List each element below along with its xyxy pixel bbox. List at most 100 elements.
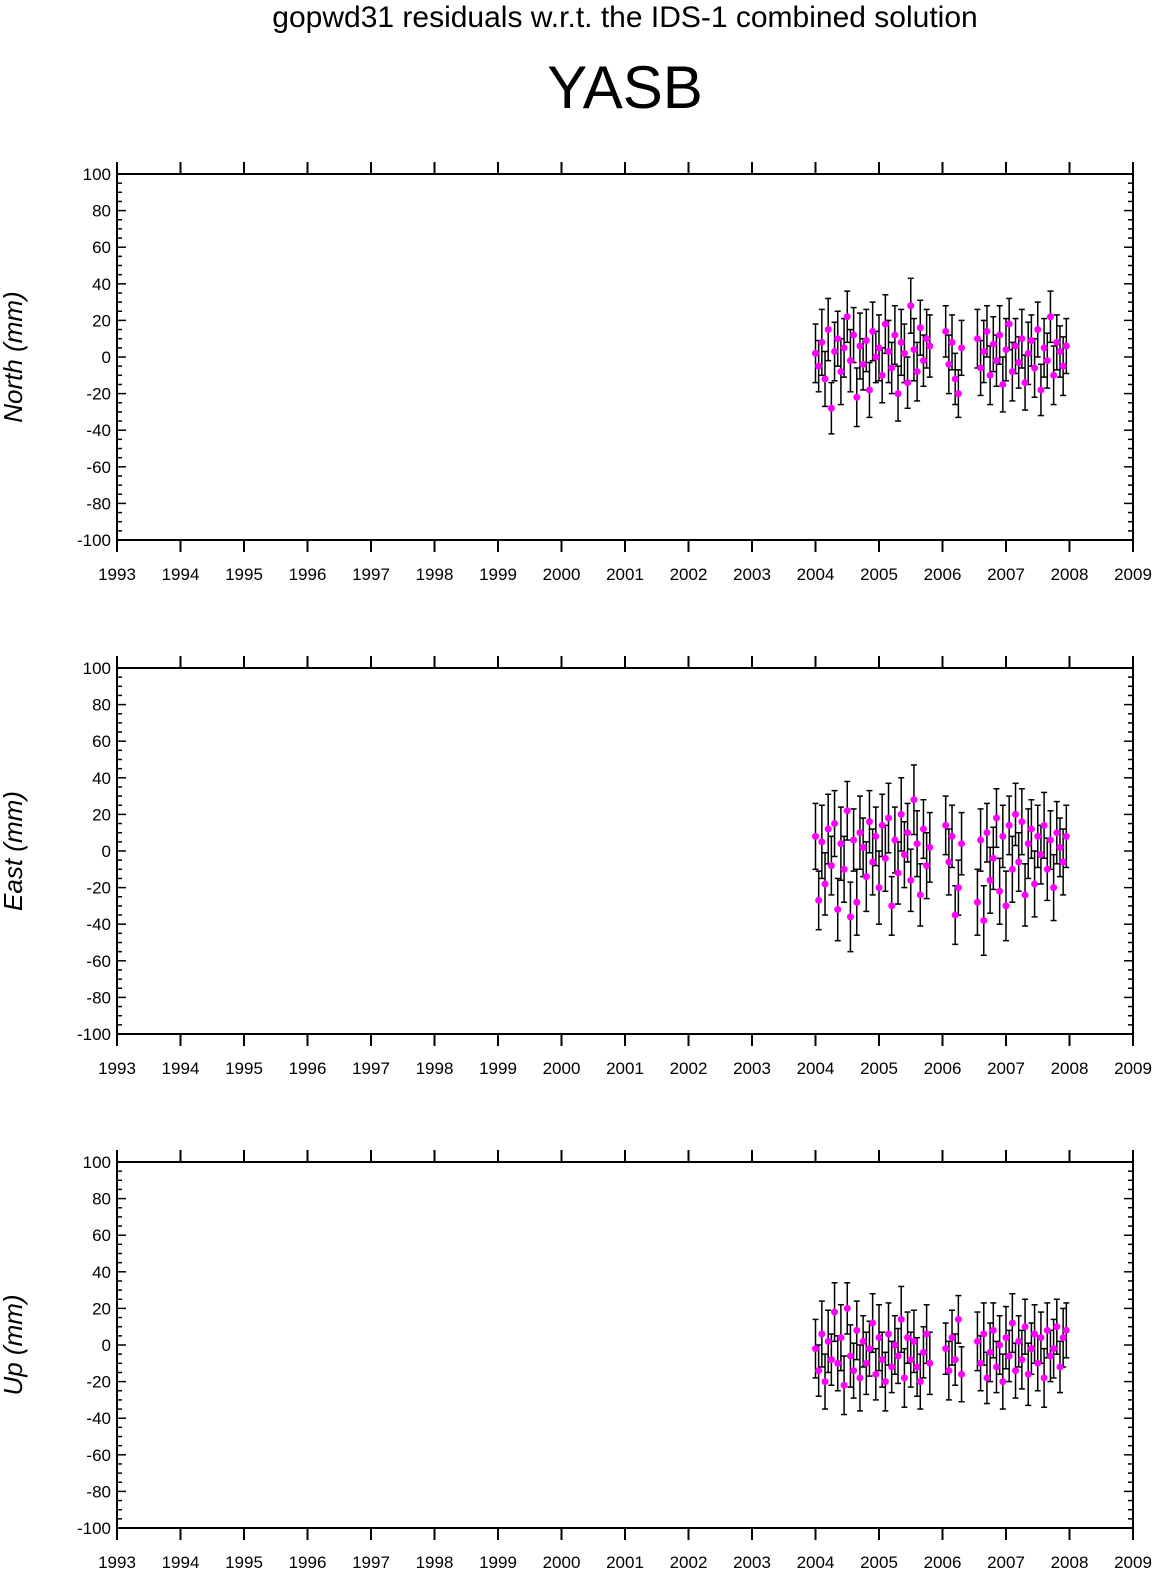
up-data-point xyxy=(992,1363,1000,1371)
north-ytick-label: 60 xyxy=(92,238,111,257)
east-ytick-label: -60 xyxy=(86,952,111,971)
north-xtick-label: 2003 xyxy=(733,565,771,584)
up-data-point xyxy=(904,1334,912,1342)
north-data-point xyxy=(837,368,845,376)
up-xtick-label: 2008 xyxy=(1051,1553,1089,1572)
east-data-point xyxy=(891,836,899,844)
up-data-point xyxy=(1021,1323,1029,1331)
east-data-point xyxy=(1021,891,1029,899)
up-data-point xyxy=(888,1363,896,1371)
north-data-point xyxy=(904,379,912,387)
north-ytick-label: 40 xyxy=(92,275,111,294)
up-ytick-label: 0 xyxy=(102,1336,111,1355)
north-data-point xyxy=(862,337,870,345)
north-data-point xyxy=(926,342,934,350)
up-xtick-label: 1994 xyxy=(162,1553,200,1572)
up-data-point xyxy=(1015,1337,1023,1345)
east-data-point xyxy=(919,825,927,833)
up-data-point xyxy=(945,1367,953,1375)
north-xtick-label: 1995 xyxy=(225,565,263,584)
up-ytick-label: -60 xyxy=(86,1446,111,1465)
up-data-point xyxy=(846,1352,854,1360)
up-data-point xyxy=(1043,1326,1051,1334)
east-data-point xyxy=(859,843,867,851)
east-data-point xyxy=(951,911,959,919)
north-data-point xyxy=(951,375,959,383)
north-data-point xyxy=(827,404,835,412)
north-data-point xyxy=(1018,335,1026,343)
north-data-point xyxy=(888,364,896,372)
east-data-point xyxy=(846,913,854,921)
up-data-point xyxy=(999,1378,1007,1386)
north-data-point xyxy=(1037,386,1045,394)
north-xtick-label: 2001 xyxy=(606,565,644,584)
east-xtick-label: 2002 xyxy=(670,1059,708,1078)
up-data-point xyxy=(1059,1334,1067,1342)
north-data-point xyxy=(897,338,905,346)
east-data-point xyxy=(1059,858,1067,866)
east-ytick-label: 20 xyxy=(92,805,111,824)
figure-subtitle: gopwd31 residuals w.r.t. the IDS-1 combi… xyxy=(272,1,977,34)
up-panel: 100 80 60 40 20 0 -20 -40 -60 -80 -100 1993 1994 1995… xyxy=(0,1150,1152,1572)
up-ylabel: Up (mm) xyxy=(0,1294,28,1395)
east-data-point xyxy=(958,840,966,848)
up-data-point xyxy=(834,1359,842,1367)
up-xtick-label: 1997 xyxy=(352,1553,390,1572)
east-xtick-label: 2008 xyxy=(1051,1059,1089,1078)
north-data-point xyxy=(1059,362,1067,370)
up-xtick-label: 2000 xyxy=(543,1553,581,1572)
east-data-point xyxy=(1062,832,1070,840)
east-data-point xyxy=(948,832,956,840)
north-ytick-label: 80 xyxy=(92,202,111,221)
east-data-point xyxy=(881,854,889,862)
east-data-point xyxy=(1043,865,1051,873)
east-data-point xyxy=(878,821,886,829)
up-ytick-label: -100 xyxy=(77,1519,111,1538)
up-data-point xyxy=(973,1337,981,1345)
up-data-point xyxy=(923,1330,931,1338)
up-data-point xyxy=(831,1308,839,1316)
up-data-point xyxy=(983,1374,991,1382)
north-data-point xyxy=(872,353,880,361)
north-data-point xyxy=(831,348,839,356)
north-data-point xyxy=(894,390,902,398)
east-data-point xyxy=(827,862,835,870)
up-data-point xyxy=(989,1326,997,1334)
east-xtick-label: 1993 xyxy=(98,1059,136,1078)
north-data-point xyxy=(900,349,908,357)
up-ytick-label: 20 xyxy=(92,1299,111,1318)
east-data-point xyxy=(1034,832,1042,840)
up-xtick-label: 1995 xyxy=(225,1553,263,1572)
up-data-point xyxy=(916,1378,924,1386)
north-xtick-label: 1997 xyxy=(352,565,390,584)
east-ylabel: East (mm) xyxy=(0,791,28,911)
north-data-point xyxy=(834,335,842,343)
east-data-point xyxy=(904,829,912,837)
north-data-point xyxy=(1015,358,1023,366)
north-data-point xyxy=(846,357,854,365)
east-data-point xyxy=(885,814,893,822)
east-data-point xyxy=(1031,880,1039,888)
north-data-point xyxy=(945,360,953,368)
up-data-point xyxy=(1024,1370,1032,1378)
east-data-point xyxy=(834,906,842,914)
up-data-point xyxy=(900,1374,908,1382)
up-data-point xyxy=(996,1341,1004,1349)
east-data-point xyxy=(1050,884,1058,892)
east-xtick-label: 2003 xyxy=(733,1059,771,1078)
north-data-point xyxy=(891,331,899,339)
east-data-point xyxy=(983,829,991,837)
up-data-point xyxy=(948,1334,956,1342)
east-ytick-label: -80 xyxy=(86,988,111,1007)
east-data-point xyxy=(1012,810,1020,818)
east-data-point xyxy=(977,836,985,844)
north-xtick-label: 1993 xyxy=(98,565,136,584)
east-data-point xyxy=(996,887,1004,895)
up-data-point xyxy=(1050,1345,1058,1353)
up-data-point xyxy=(837,1334,845,1342)
east-data-point xyxy=(840,865,848,873)
up-data-point xyxy=(926,1359,934,1367)
north-data-point xyxy=(1040,344,1048,352)
up-data-point xyxy=(1037,1334,1045,1342)
east-data-point xyxy=(1002,902,1010,910)
